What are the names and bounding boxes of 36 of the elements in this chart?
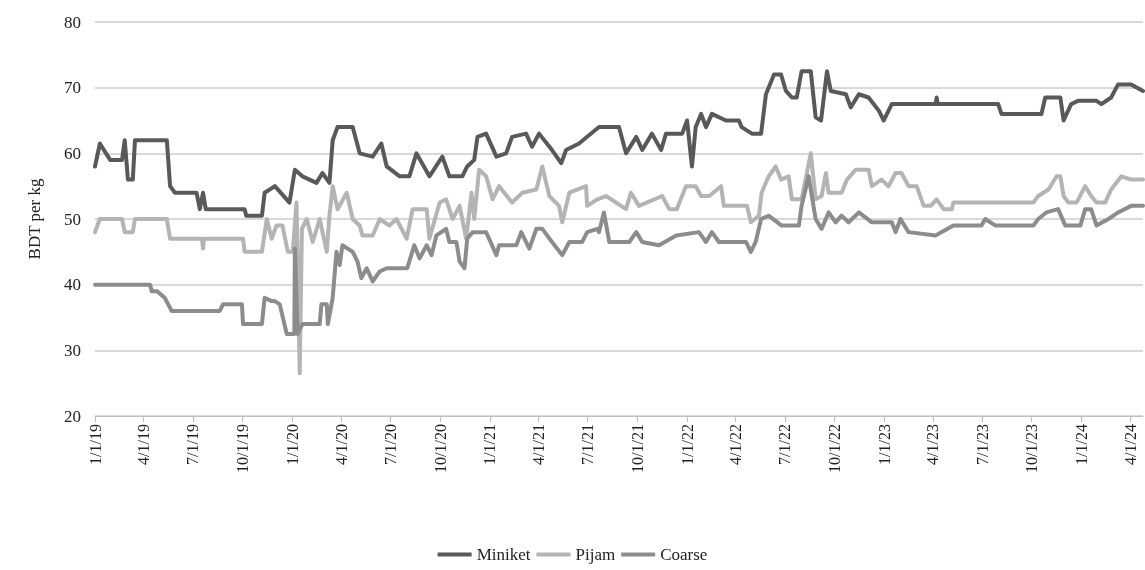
x-tick-label: 4/1/22 — [727, 424, 745, 465]
x-tick-label: 1/1/20 — [283, 424, 301, 465]
x-tick-label: 1/1/23 — [875, 424, 893, 465]
x-tick-label: 7/1/21 — [579, 424, 597, 465]
line-series — [93, 151, 1145, 376]
x-tick-label: 10/1/22 — [826, 424, 844, 473]
x-tick-label: 1/1/21 — [481, 424, 499, 465]
x-tick-label: 4/1/24 — [1122, 424, 1140, 465]
legend-label: Coarse — [660, 545, 708, 564]
y-tick-label: 40 — [64, 275, 81, 295]
x-tick-label: 1/1/22 — [678, 424, 696, 465]
x-tick-label: 4/1/21 — [530, 424, 548, 465]
legend-label: Miniket — [476, 545, 531, 564]
x-tick-label: 7/1/19 — [184, 424, 202, 465]
x-tick-label: 10/1/20 — [431, 424, 449, 473]
x-tick-label: 10/1/19 — [233, 424, 251, 473]
y-tick-label: 50 — [64, 209, 81, 229]
y-tick-label: 70 — [64, 78, 81, 98]
line-series — [93, 69, 1145, 218]
x-tick-label: 10/1/21 — [628, 424, 646, 473]
x-tick-label: 1/1/19 — [86, 424, 104, 465]
x-tick-label: 7/1/20 — [381, 424, 399, 465]
x-tick-label: 7/1/23 — [973, 424, 991, 465]
x-tick-label: 1/1/24 — [1072, 424, 1090, 465]
x-tick-label: 10/1/23 — [1023, 424, 1041, 473]
legend-label: Pijam — [575, 545, 616, 564]
y-axis-title: BDT per kg — [25, 178, 44, 260]
x-tick-label: 4/1/19 — [135, 424, 153, 465]
y-tick-label: 30 — [64, 340, 81, 360]
x-tick-label: 7/1/22 — [776, 424, 794, 465]
y-tick-label: 20 — [64, 406, 81, 426]
line-series — [93, 174, 1145, 336]
y-tick-label: 80 — [64, 12, 81, 32]
y-tick-label: 60 — [64, 143, 81, 163]
x-tick-label: 4/1/20 — [332, 424, 350, 465]
x-tick-label: 4/1/23 — [924, 424, 942, 465]
